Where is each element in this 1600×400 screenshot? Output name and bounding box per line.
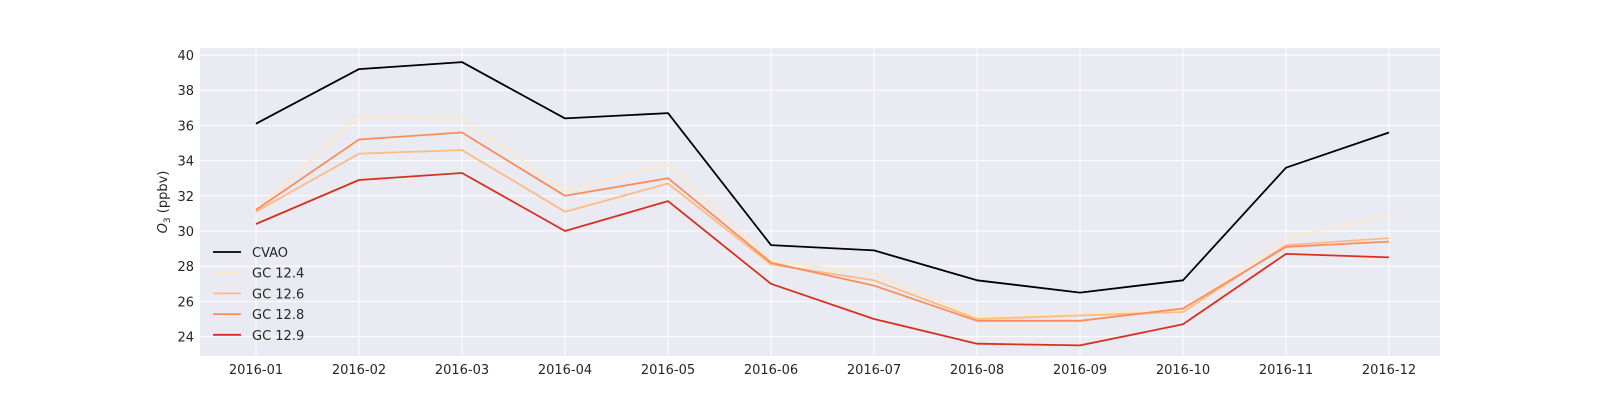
series-line-gc-12-6 [255,149,1390,320]
x-tick-label: 2016-01 [229,363,283,378]
series-lines [255,61,1390,347]
legend: CVAO GC 12.4 GC 12.6 GC 12.8 GC 12.9 [213,246,304,344]
series-line-cvao [255,61,1390,294]
y-axis-label: O3 (ppbv) [156,171,173,234]
x-tick-label: 2016-09 [1053,363,1107,378]
y-tick-label: 38 [177,84,194,99]
x-tick-label: 2016-07 [847,363,901,378]
x-tick-label: 2016-04 [538,363,592,378]
y-axis-label-subscript: 3 [163,217,173,223]
legend-label-gc-12-8: GC 12.8 [252,308,304,323]
x-tick-label: 2016-05 [641,363,695,378]
y-tick-label: 34 [177,155,194,170]
x-tick-label: 2016-11 [1259,363,1313,378]
y-tick-label: 26 [177,295,194,310]
y-tick-label: 40 [177,49,194,64]
legend-label-gc-12-9: GC 12.9 [252,329,304,344]
legend-label-gc-12-6: GC 12.6 [252,287,304,302]
x-tick-label: 2016-02 [332,363,386,378]
x-tick-label: 2016-08 [950,363,1004,378]
y-tick-label: 30 [177,225,194,240]
series-line-gc-12-9 [255,172,1390,347]
y-tick-label: 28 [177,260,194,275]
y-tick-label: 32 [177,190,194,205]
x-tick-label: 2016-06 [744,363,798,378]
legend-label-cvao: CVAO [252,246,288,261]
y-tick-labels: 24 26 28 30 32 34 36 38 40 [177,49,194,346]
plot-area [200,48,1440,356]
y-axis-label-base: O [156,223,171,233]
x-tick-label: 2016-12 [1362,363,1416,378]
series-line-gc-12-8 [255,131,1390,322]
y-tick-label: 36 [177,119,194,134]
x-tick-label: 2016-10 [1156,363,1210,378]
legend-label-gc-12-4: GC 12.4 [252,267,304,282]
y-tick-label: 24 [177,331,194,346]
x-tick-labels: 2016-01 2016-02 2016-03 2016-04 2016-05 2016-… [229,363,1416,378]
y-axis-label-unit: (ppbv) [156,171,171,218]
x-tick-label: 2016-03 [435,363,489,378]
